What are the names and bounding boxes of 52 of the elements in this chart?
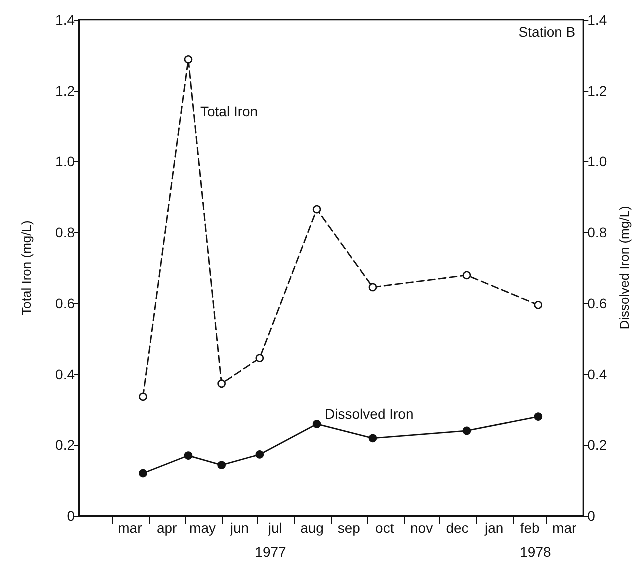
x-tick-label: oct xyxy=(376,520,394,536)
point xyxy=(312,420,322,428)
x-tick-label: sep xyxy=(338,520,361,536)
point xyxy=(312,205,322,214)
y2-tick-label: 0.4 xyxy=(588,366,608,382)
point xyxy=(139,392,148,402)
y-tick-label: 1.2 xyxy=(56,82,76,99)
x-tick-label: jul xyxy=(267,520,282,536)
text: 1978 xyxy=(520,544,552,560)
series-label: Total Iron xyxy=(200,104,258,120)
y-tick-label: 0 xyxy=(67,508,76,524)
x-tick-label: dec xyxy=(446,520,469,536)
point xyxy=(184,452,193,460)
y2-tick-label: 0.6 xyxy=(588,295,608,312)
x-tick-label: aug xyxy=(300,520,324,536)
x-tick-label: apr xyxy=(156,520,178,536)
point xyxy=(462,426,472,436)
point xyxy=(534,301,543,310)
y-axis-title: Total Iron (mg/L) xyxy=(19,220,34,316)
point xyxy=(218,461,226,470)
point xyxy=(139,469,148,478)
y-tick-label: 1.4 xyxy=(56,12,76,28)
y-tick-label: 1.0 xyxy=(56,154,76,170)
x-tick-label: mar xyxy=(552,520,577,536)
series-label: Dissolved Iron xyxy=(325,406,414,422)
x-tick-label: mar xyxy=(118,520,143,536)
point xyxy=(256,450,264,459)
y-tick-label: 0.6 xyxy=(56,295,76,312)
y2-axis-title: Dissolved Iron (mg/L) xyxy=(617,206,632,330)
text: 1977 xyxy=(255,544,287,560)
y2-tick-label: 1.4 xyxy=(588,12,608,28)
point xyxy=(462,271,472,280)
x-tick-label: feb xyxy=(520,520,540,536)
y2-tick-label: 0 xyxy=(588,508,596,524)
y2-tick-label: 1.2 xyxy=(588,82,608,99)
point xyxy=(218,380,226,388)
y-tick-label: 0.2 xyxy=(56,437,76,454)
y2-tick-label: 1.0 xyxy=(588,154,608,170)
y-tick-label: 0.8 xyxy=(56,224,76,241)
x-tick-label: may xyxy=(190,520,216,536)
point xyxy=(368,283,378,292)
point xyxy=(534,412,543,421)
point xyxy=(368,434,378,443)
point xyxy=(184,56,193,64)
y2-tick-label: 0.2 xyxy=(588,437,608,454)
annotation: Station B xyxy=(518,24,576,40)
y-tick-label: 0.4 xyxy=(56,366,76,382)
y2-tick-label: 0.8 xyxy=(588,224,608,241)
x-tick-label: jan xyxy=(484,520,504,536)
point xyxy=(256,354,264,362)
x-tick-label: nov xyxy=(410,520,434,536)
x-tick-label: jun xyxy=(229,520,250,536)
